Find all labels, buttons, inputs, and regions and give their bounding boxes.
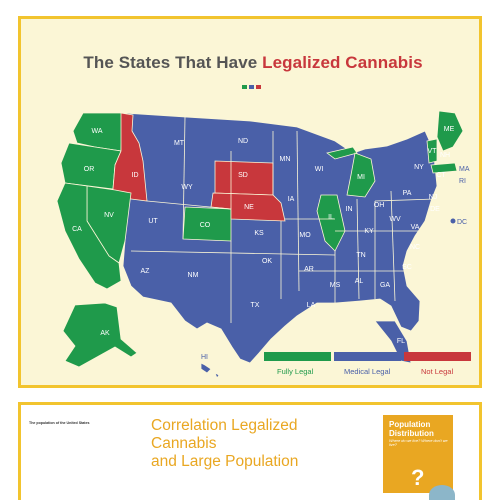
label-in: IN: [346, 206, 353, 213]
label-ma: MA: [459, 166, 470, 173]
label-mn: MN: [280, 156, 291, 163]
title-color-dots: [242, 76, 263, 89]
state-mi: [326, 146, 376, 198]
label-va: VA: [411, 224, 420, 231]
label-mi: MI: [357, 174, 365, 181]
state-fl: [374, 320, 412, 364]
label-wa: WA: [91, 128, 102, 135]
label-hi: HI: [201, 354, 208, 361]
label-ia: IA: [288, 196, 295, 203]
us-map: WA OR CA NV ID MT WY UT CO AZ NM ND SD N…: [56, 110, 470, 379]
label-ky: KY: [364, 228, 374, 235]
state-me: [436, 110, 464, 152]
label-az: AZ: [141, 268, 151, 275]
label-me: ME: [444, 126, 455, 133]
legend-not-label: Not Legal: [421, 367, 454, 376]
state-vt: [426, 138, 438, 164]
population-title: Population Distribution: [389, 420, 434, 438]
label-la: LA: [307, 302, 316, 309]
label-dc: DC: [457, 219, 467, 226]
label-sd: SD: [238, 172, 248, 179]
question-mark-icon: ?: [411, 465, 425, 490]
legend-medical-swatch: [334, 352, 401, 361]
label-vt: VT: [428, 148, 438, 155]
label-or: OR: [84, 166, 95, 173]
state-ca: [56, 182, 122, 290]
dc-dot: [450, 218, 456, 224]
label-ar: AR: [304, 266, 314, 273]
label-nm: NM: [188, 272, 199, 279]
label-co: CO: [200, 222, 211, 229]
label-mo: MO: [299, 232, 311, 239]
label-ct: CT: [436, 172, 446, 179]
rocket-graphic: [429, 485, 455, 500]
label-tn: TN: [356, 252, 365, 259]
label-nh: NH: [440, 152, 450, 159]
label-ks: KS: [254, 230, 264, 237]
label-nj: NJ: [429, 194, 438, 201]
label-nd: ND: [238, 138, 248, 145]
population-subtitle: Where do we live? Where don't we live?: [389, 439, 448, 447]
label-oh: OH: [374, 202, 385, 209]
label-wv: WV: [389, 216, 401, 223]
state-ma: [430, 162, 458, 174]
legend-not-swatch: [404, 352, 471, 361]
label-de: DE: [430, 206, 440, 213]
state-hi: [200, 362, 220, 379]
label-wi: WI: [315, 166, 324, 173]
state-ak: [62, 302, 138, 368]
label-ut: UT: [148, 218, 158, 225]
label-wy: WY: [181, 184, 193, 191]
label-il: IL: [328, 214, 334, 221]
label-fl: FL: [397, 338, 405, 345]
label-ca: CA: [72, 226, 82, 233]
label-nc: NC: [410, 244, 420, 251]
map-panel: The States That Have Legalized Cannabis: [18, 16, 482, 388]
legend-medical-label: Medical Legal: [344, 367, 391, 376]
label-ok: OK: [262, 258, 272, 265]
label-ak: AK: [100, 330, 110, 337]
legend-fully-label: Fully Legal: [277, 367, 314, 376]
label-id: ID: [132, 172, 139, 179]
label-mt: MT: [174, 140, 185, 147]
label-nv: NV: [104, 212, 114, 219]
label-ms: MS: [330, 282, 341, 289]
label-ny: NY: [414, 164, 424, 171]
intro-text-block: The population of the United States: [29, 421, 90, 425]
label-ne: NE: [244, 204, 254, 211]
label-pa: PA: [403, 190, 412, 197]
population-distribution-box: Population Distribution Where do we live?…: [383, 415, 453, 493]
label-ri: RI: [459, 178, 466, 185]
page-title: The States That Have Legalized Cannabis: [83, 53, 423, 72]
label-sc: SC: [402, 264, 412, 271]
legend-fully-swatch: [264, 352, 331, 361]
label-tx: TX: [251, 302, 260, 309]
label-ga: GA: [380, 282, 390, 289]
section-title: Correlation Legalized Cannabis and Large…: [151, 417, 299, 470]
label-al: AL: [355, 278, 364, 285]
population-panel: The population of the United States Corr…: [18, 402, 482, 500]
